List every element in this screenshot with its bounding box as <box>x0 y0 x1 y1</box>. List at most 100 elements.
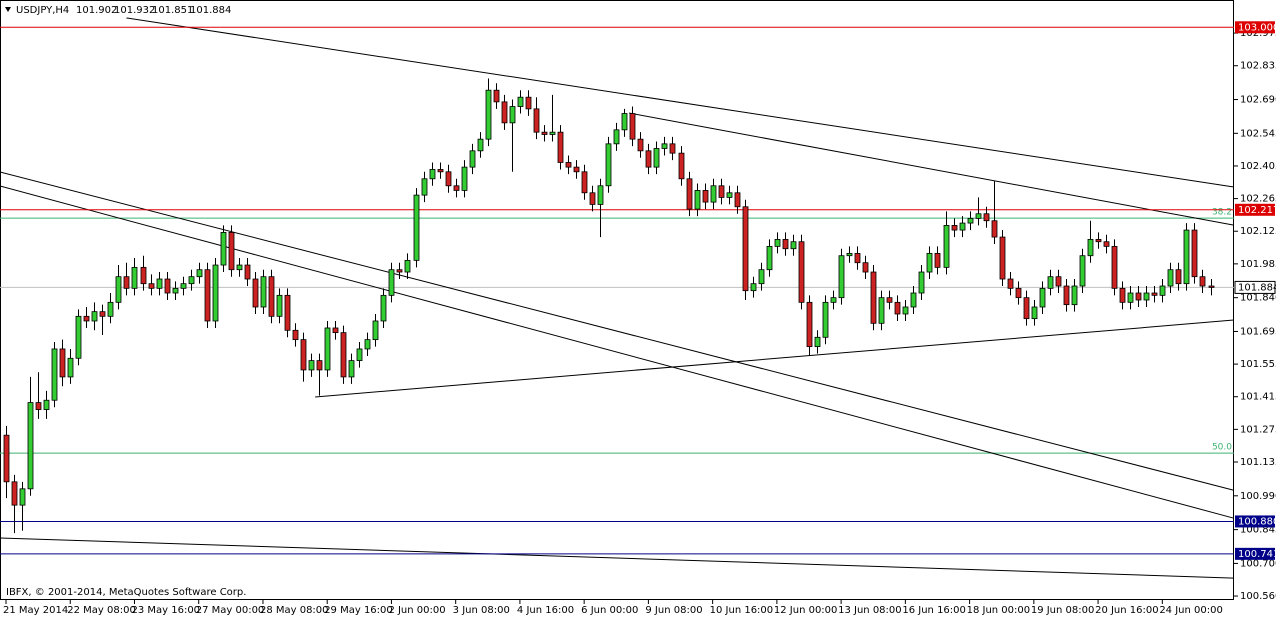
candle-body <box>348 360 355 378</box>
candle-body <box>926 252 933 273</box>
y-tick-label: 101.985 <box>1240 259 1276 270</box>
candle-body <box>557 131 564 163</box>
level-box <box>1235 21 1275 34</box>
candle-body <box>758 269 765 285</box>
candle-body <box>43 399 50 410</box>
candle-body <box>180 283 187 289</box>
candle-body <box>613 129 620 145</box>
candle-body <box>991 220 998 238</box>
trendline <box>0 171 1234 491</box>
candle-body <box>252 278 259 308</box>
candle-body <box>766 245 773 271</box>
candle-body <box>156 278 163 289</box>
x-tick-label: 4 Jun 16:00 <box>517 605 574 616</box>
header-value: 101.902 <box>76 5 117 16</box>
candle-body <box>814 336 821 348</box>
candle-body <box>806 301 813 348</box>
candle-body <box>284 294 291 331</box>
x-tick-label: 21 May 2014 <box>3 605 68 616</box>
candle-body <box>742 206 749 292</box>
candle-body <box>565 162 572 168</box>
candle-body <box>11 481 18 506</box>
candle-body <box>364 339 371 350</box>
candle-body <box>91 311 98 322</box>
candle-body <box>244 264 251 280</box>
y-tick-label: 102.545 <box>1240 128 1276 139</box>
price-label: 101.884 <box>1238 282 1276 293</box>
trendline <box>315 319 1234 398</box>
candle-body <box>878 297 885 324</box>
level-label: 100.880 <box>1238 516 1276 527</box>
candle-body <box>1063 285 1070 306</box>
y-tick-label: 100.990 <box>1240 491 1276 502</box>
candle-body <box>726 192 733 198</box>
y-tick-label: 101.555 <box>1240 359 1276 370</box>
candle-body <box>1007 278 1014 289</box>
candle-body <box>589 192 596 205</box>
header-value: 101.884 <box>190 5 231 16</box>
candle-body <box>300 339 307 371</box>
candle-body <box>67 357 74 378</box>
candle-body <box>983 213 990 222</box>
y-tick-label: 102.405 <box>1240 161 1276 172</box>
candle-body <box>621 113 628 131</box>
candle-body <box>790 241 797 250</box>
candle-body <box>975 213 982 219</box>
candle-body <box>573 166 580 173</box>
candle-body <box>99 311 106 317</box>
candle-body <box>702 190 709 203</box>
x-tick-label: 22 May 08:00 <box>67 605 136 616</box>
y-tick-label: 101.840 <box>1240 293 1276 304</box>
x-tick-label: 20 Jun 16:00 <box>1095 605 1159 616</box>
candle-body <box>517 96 524 107</box>
candle-body <box>1167 269 1174 287</box>
candle-body <box>260 276 267 308</box>
y-tick-label: 100.560 <box>1240 591 1276 602</box>
level-box <box>1235 515 1275 528</box>
candle-body <box>51 348 58 401</box>
y-tick-label: 100.700 <box>1240 558 1276 569</box>
candle-body <box>629 113 636 140</box>
candle-body <box>292 329 299 341</box>
y-tick-label: 102.265 <box>1240 194 1276 205</box>
candle-body <box>1143 292 1150 301</box>
candle-body <box>469 150 476 168</box>
candle-body <box>669 143 676 154</box>
candle-body <box>1159 285 1166 296</box>
x-tick-label: 28 May 08:00 <box>260 605 329 616</box>
candle-body <box>268 276 275 317</box>
candle-body <box>75 315 82 359</box>
candle-body <box>886 297 893 303</box>
candle-body <box>581 171 588 194</box>
candle-body <box>1023 297 1030 320</box>
trendline <box>126 17 1234 188</box>
y-tick-label: 101.695 <box>1240 326 1276 337</box>
candle-body <box>35 402 42 410</box>
candle-body <box>188 276 195 285</box>
candle-body <box>653 148 660 168</box>
candle-body <box>404 259 411 273</box>
candle-body <box>1175 269 1182 285</box>
candle-body <box>131 266 138 289</box>
candle-body <box>894 301 901 315</box>
y-tick-label: 101.275 <box>1240 424 1276 435</box>
candle-body <box>421 178 428 196</box>
header-value: 101.932 <box>114 5 155 16</box>
candle-body <box>220 232 227 266</box>
candle-body <box>718 185 725 198</box>
candle-body <box>324 327 331 371</box>
level-label: 102.217 <box>1238 205 1276 216</box>
candle-body <box>445 171 452 187</box>
copyright: IBFX, © 2001-2014, MetaQuotes Software C… <box>6 587 246 598</box>
level-box <box>1235 547 1275 560</box>
candle-body <box>388 269 395 296</box>
candle-body <box>951 225 958 231</box>
x-tick-label: 9 Jun 08:00 <box>645 605 702 616</box>
candle-body <box>1079 255 1086 287</box>
candle-body <box>1183 229 1190 285</box>
x-tick-label: 6 Jun 00:00 <box>581 605 638 616</box>
candle-body <box>19 488 26 506</box>
y-tick-label: 102.125 <box>1240 226 1276 237</box>
menu-arrow[interactable] <box>5 7 11 12</box>
